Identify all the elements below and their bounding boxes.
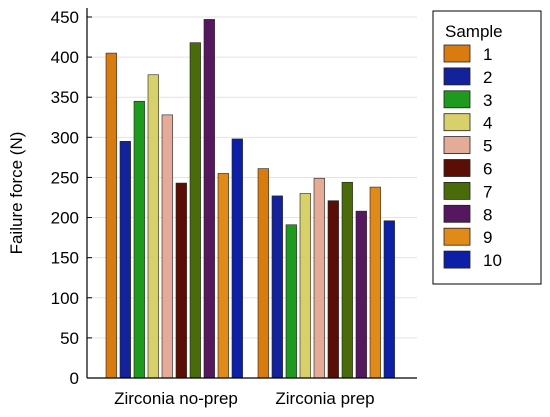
legend-title: Sample [445, 22, 503, 41]
bar-zirconia-prep-sample-9 [369, 186, 381, 379]
x-category-label: Zirconia no-prep [114, 389, 238, 408]
bar-zirconia-prep-sample-10 [383, 220, 395, 379]
legend-label: 9 [483, 228, 492, 247]
bar-zirconia-prep-sample-6 [327, 200, 339, 379]
legend-swatch [443, 90, 471, 109]
x-category-labels: Zirconia no-prep Zirconia prep [114, 389, 375, 408]
bar-zirconia-no-prep-sample-9 [217, 173, 229, 379]
bar-zirconia-prep-sample-3 [285, 224, 297, 379]
y-tick-label: 0 [70, 369, 79, 388]
legend-label: 6 [483, 160, 492, 179]
legend-label: 10 [483, 251, 502, 270]
bar-zirconia-no-prep-sample-2 [119, 141, 131, 379]
legend-label: 7 [483, 182, 492, 201]
legend-label: 2 [483, 68, 492, 87]
bar-zirconia-no-prep-sample-6 [175, 182, 187, 379]
y-tick-label: 50 [60, 329, 79, 348]
bar-zirconia-no-prep-sample-4 [147, 74, 159, 379]
bar-zirconia-prep-sample-4 [299, 193, 311, 379]
legend-label: 3 [483, 91, 492, 110]
y-tick-label: 100 [51, 289, 79, 308]
bar-zirconia-prep-sample-5 [313, 177, 325, 379]
bar-zirconia-no-prep-sample-1 [105, 52, 117, 379]
legend-swatch [443, 204, 471, 223]
bar-zirconia-no-prep-sample-7 [189, 42, 201, 379]
legend-swatch [443, 250, 471, 269]
x-category-label: Zirconia prep [275, 389, 374, 408]
y-tick-label: 250 [51, 168, 79, 187]
legend-swatch [443, 44, 471, 63]
legend-label: 4 [483, 114, 492, 133]
legend-swatch [443, 159, 471, 177]
legend-label: 8 [483, 205, 492, 224]
y-ticks: 0 50 100 150 200 250 300 350 400 450 [51, 8, 92, 388]
bar-zirconia-no-prep-sample-10 [231, 138, 243, 379]
legend: Sample 1 2 3 4 5 6 7 8 9 10 [432, 10, 542, 285]
axes [86, 8, 417, 379]
y-tick-label: 400 [51, 48, 79, 67]
y-tick-label: 200 [51, 209, 79, 228]
legend-swatch [443, 136, 471, 155]
y-tick-label: 150 [51, 249, 79, 268]
y-tick-label: 350 [51, 88, 79, 107]
legend-swatch [443, 181, 471, 200]
bar-zirconia-prep-sample-8 [355, 210, 367, 379]
legend-swatch [443, 113, 471, 132]
bar-zirconia-prep-sample-2 [271, 195, 283, 379]
legend-items: 1 2 3 4 5 6 7 8 9 10 [443, 44, 502, 270]
legend-label: 5 [483, 137, 492, 156]
bar-zirconia-no-prep-sample-5 [161, 114, 173, 379]
y-axis-title: Failure force (N) [7, 132, 26, 255]
bar-zirconia-no-prep-sample-8 [203, 19, 215, 379]
bar-zirconia-prep-sample-7 [341, 181, 353, 379]
legend-label: 1 [483, 45, 492, 64]
legend-swatch [443, 227, 471, 246]
legend-swatch [443, 67, 471, 86]
bar-zirconia-prep-sample-1 [257, 168, 269, 379]
bars [105, 19, 395, 379]
y-tick-label: 300 [51, 128, 79, 147]
y-tick-label: 450 [51, 8, 79, 27]
bar-zirconia-no-prep-sample-3 [133, 100, 145, 379]
